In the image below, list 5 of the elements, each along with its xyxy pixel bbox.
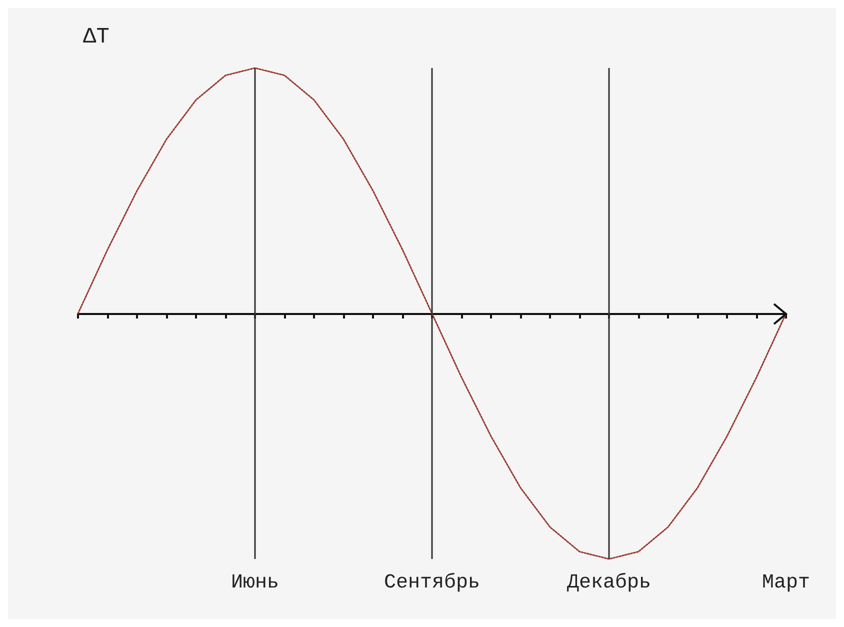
x-tick-label: Декабрь [566, 572, 652, 594]
x-tick-label: Март [762, 572, 810, 594]
y-axis-title: ΔT [83, 24, 110, 50]
x-tick-label: Июнь [230, 572, 280, 594]
x-tick-label: Сентябрь [384, 572, 480, 594]
